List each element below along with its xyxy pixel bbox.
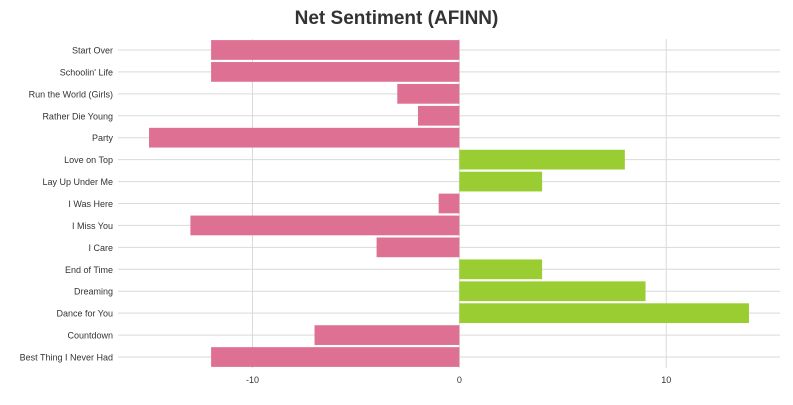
chart-title: Net Sentiment (AFINN) [294,8,499,29]
y-tick-label: Dreaming [74,287,113,297]
y-tick-label: Start Over [72,45,113,55]
x-tick-label: -10 [246,375,259,385]
bar [438,193,460,214]
bar [211,62,460,82]
bar [459,259,543,280]
bar [397,83,460,104]
y-tick-label: Lay Up Under Me [42,177,113,187]
bar [211,347,460,367]
y-tick-label: Schoolin' Life [60,67,113,77]
x-tick-label: 0 [457,375,462,385]
x-axis-labels: -10 0 10 [246,375,671,385]
bar [459,171,543,192]
bar [376,237,460,258]
x-tick-label: 10 [661,375,671,385]
y-tick-label: I Care [88,243,113,253]
y-axis-labels: Start Over Schoolin' Life Run the World (G… [20,45,114,362]
bar [211,40,460,60]
bar [459,149,625,170]
bar [417,105,460,126]
y-tick-label: Best Thing I Never Had [20,353,113,363]
y-tick-label: I Was Here [68,199,113,209]
y-tick-label: Run the World (Girls) [29,89,113,99]
y-tick-label: End of Time [65,265,113,275]
y-tick-label: Love on Top [64,155,113,165]
bars [149,40,749,367]
y-tick-label: I Miss You [72,221,113,231]
bar [149,127,460,148]
bar [314,325,460,345]
y-tick-label: Dance for You [56,309,113,319]
y-tick-label: Rather Die Young [42,111,113,121]
bar [459,281,646,302]
bar [190,215,460,236]
bar [459,303,749,324]
y-tick-label: Countdown [67,331,113,341]
y-tick-label: Party [92,133,114,143]
